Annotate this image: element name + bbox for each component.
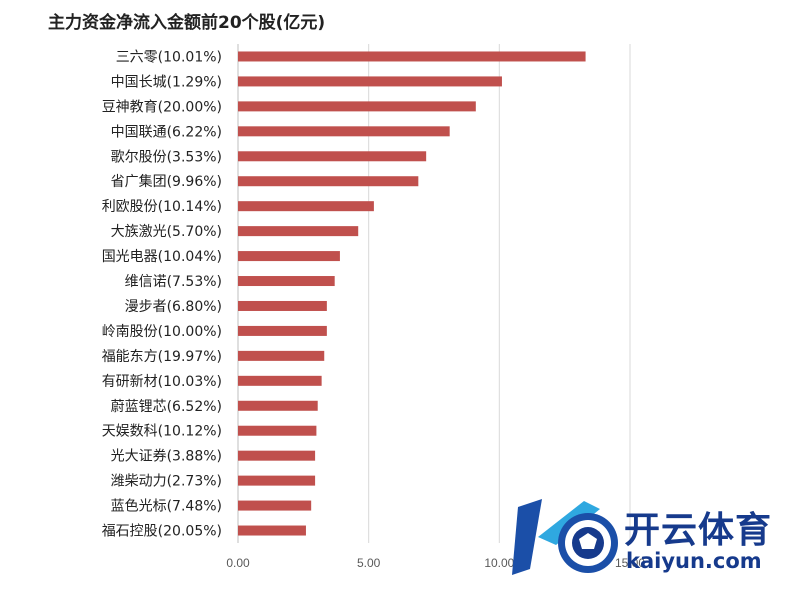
category-label: 大族激光(5.70%): [111, 223, 222, 240]
bar: [238, 375, 322, 386]
bar: [238, 276, 335, 287]
bar: [238, 500, 312, 511]
category-label: 三六零(10.01%): [116, 49, 222, 65]
grid-lines: [237, 44, 631, 543]
bar: [238, 425, 317, 436]
category-label: 省广集团(9.96%): [111, 173, 222, 190]
bar: [238, 126, 450, 137]
bar: [238, 201, 374, 212]
category-label: 福石控股(20.05%): [102, 524, 222, 540]
bar: [238, 51, 586, 62]
category-label: 歌尔股份(3.53%): [111, 149, 222, 165]
bar: [238, 151, 427, 162]
bars: [238, 51, 586, 536]
category-label: 豆神教育(20.00%): [102, 99, 222, 115]
category-label: 中国联通(6.22%): [111, 124, 222, 140]
category-label: 漫步者(6.80%): [125, 299, 222, 315]
x-tick-label: 0.00: [226, 556, 250, 570]
x-tick-label: 10.00: [484, 556, 514, 570]
bar: [238, 76, 502, 87]
category-label: 蔚蓝锂芯(6.52%): [111, 399, 222, 415]
category-label: 蓝色光标(7.48%): [111, 498, 222, 515]
category-label: 国光电器(10.04%): [102, 249, 222, 265]
bar: [238, 475, 316, 486]
category-label: 利欧股份(10.14%): [102, 199, 222, 215]
bar: [238, 400, 318, 411]
bar: [238, 176, 419, 187]
x-tick-label: 15.00: [615, 556, 645, 570]
bar: [238, 450, 316, 461]
x-tick-label: 5.00: [357, 556, 381, 570]
x-axis-ticks: 0.00 5.00 10.00 15.00: [226, 556, 645, 570]
bar: [238, 325, 327, 336]
bar: [238, 226, 359, 237]
chart-title: 主力资金净流入金额前20个股(亿元): [48, 13, 326, 33]
bar: [238, 300, 327, 311]
category-label: 福能东方(19.97%): [102, 349, 222, 365]
watermark-text-cn: 开云体育: [624, 510, 773, 551]
category-label: 岭南股份(10.00%): [102, 324, 222, 340]
kaiyun-watermark: 开云体育 kaiyun.com: [508, 487, 794, 594]
category-label: 光大证券(3.88%): [111, 449, 222, 465]
bar: [238, 101, 476, 112]
bar: [238, 350, 325, 361]
category-labels: 三六零(10.01%) 中国长城(1.29%) 豆神教育(20.00%) 中国联通(6…: [102, 49, 222, 539]
kaiyun-logo-icon: [512, 499, 618, 575]
category-label: 天娱数科(10.12%): [102, 424, 222, 440]
bar: [238, 525, 306, 536]
category-label: 中国长城(1.29%): [111, 74, 222, 90]
category-label: 维信诺(7.53%): [125, 274, 222, 290]
category-label: 有研新材(10.03%): [102, 374, 222, 390]
watermark-text-en: kaiyun.com: [626, 549, 762, 573]
category-label: 潍柴动力(2.73%): [111, 474, 222, 490]
bar: [238, 251, 340, 262]
